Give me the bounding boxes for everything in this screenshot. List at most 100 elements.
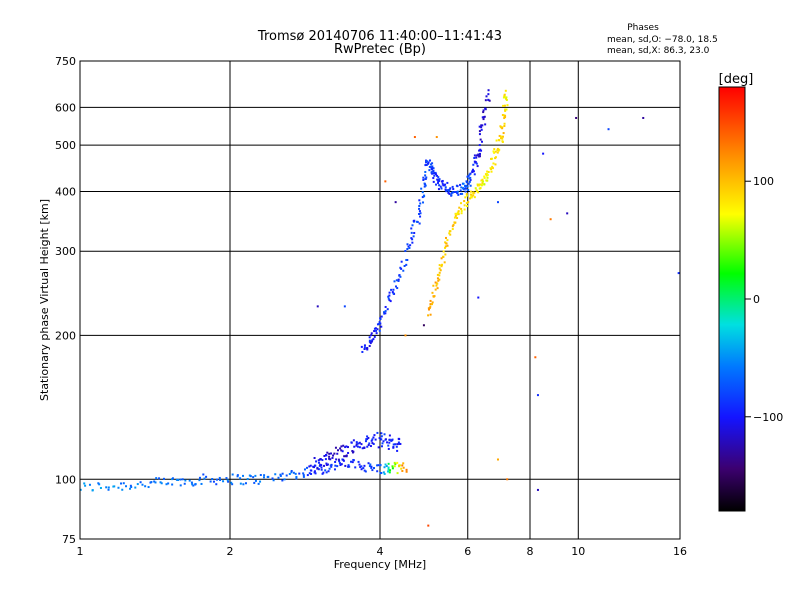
echo-point — [389, 300, 392, 303]
echo-point — [504, 109, 507, 112]
echo-point — [344, 446, 347, 449]
echo-point — [440, 265, 443, 268]
echo-point — [396, 461, 399, 464]
echo-point — [409, 244, 412, 247]
echo-point — [295, 475, 298, 478]
echo-point — [325, 471, 328, 474]
echo-point — [308, 465, 311, 468]
echo-point — [505, 97, 508, 100]
echo-point — [399, 442, 402, 445]
echo-point — [367, 462, 370, 465]
echo-point — [359, 466, 362, 469]
echo-point — [340, 449, 343, 452]
echo-point — [480, 149, 483, 152]
echo-point — [385, 465, 388, 468]
echo-point — [474, 161, 477, 164]
echo-point — [432, 180, 435, 183]
echo-point — [503, 122, 506, 125]
echo-point — [478, 130, 481, 133]
echo-point — [363, 344, 366, 347]
echo-point — [374, 438, 377, 441]
echo-point — [392, 446, 395, 449]
echo-point — [383, 466, 386, 469]
echo-point — [317, 459, 320, 462]
echo-point — [396, 287, 399, 290]
echo-point — [386, 308, 389, 311]
echo-point — [405, 470, 408, 473]
echo-point — [371, 442, 374, 445]
echo-point — [271, 477, 274, 480]
y-tick-label: 750 — [55, 55, 76, 68]
echo-point — [421, 196, 424, 199]
echo-point — [436, 277, 439, 280]
echo-point — [380, 325, 383, 328]
echo-point — [452, 223, 455, 226]
echo-point — [480, 140, 483, 143]
echo-point — [91, 489, 94, 492]
echo-point — [437, 176, 440, 179]
echo-point — [340, 463, 343, 466]
echo-point — [230, 481, 233, 484]
echo-point — [427, 161, 430, 164]
echo-point — [429, 313, 432, 316]
echo-point — [328, 457, 331, 460]
echo-point — [167, 482, 170, 485]
chart-title: Tromsø 20140706 11:40:00–11:41:43 — [257, 29, 502, 44]
echo-point — [387, 447, 390, 450]
echo-point — [457, 210, 460, 213]
echo-point — [262, 476, 265, 479]
echo-point — [418, 207, 421, 210]
annotation-o-stats: mean, sd,O: −78.0, 18.5 — [607, 35, 718, 45]
echo-point — [369, 342, 372, 345]
echo-point — [171, 477, 174, 480]
echo-point — [334, 464, 337, 467]
echo-point — [487, 89, 490, 92]
echo-point — [456, 212, 459, 215]
echo-point — [482, 111, 485, 114]
echo-point — [171, 483, 174, 486]
echo-point — [407, 245, 410, 248]
echo-point — [290, 469, 293, 472]
echo-point — [396, 449, 399, 452]
echo-point — [345, 445, 348, 448]
echo-point — [384, 438, 387, 441]
x-tick-label: 8 — [527, 545, 534, 558]
echo-point — [360, 345, 363, 348]
echo-point — [246, 478, 249, 481]
echo-point — [413, 219, 416, 222]
echo-point — [383, 433, 386, 436]
echo-point — [366, 348, 369, 351]
echo-point — [436, 178, 439, 181]
echo-point — [424, 170, 427, 173]
echo-point — [496, 149, 499, 152]
echo-point — [355, 443, 358, 446]
echo-point — [404, 249, 407, 252]
echo-point — [194, 483, 197, 486]
echo-point — [226, 479, 229, 482]
echo-point — [445, 190, 448, 193]
echo-point — [211, 478, 214, 481]
echo-point — [448, 230, 451, 233]
echo-point — [465, 192, 468, 195]
echo-point — [607, 128, 610, 131]
echo-point — [129, 487, 132, 490]
echo-point — [361, 350, 364, 353]
echo-point — [432, 177, 435, 180]
echo-point — [460, 212, 463, 215]
echo-point — [302, 474, 305, 477]
echo-point — [388, 471, 391, 474]
echo-point — [440, 257, 443, 260]
echo-point — [503, 94, 506, 97]
echo-point — [432, 284, 435, 287]
echo-point — [473, 160, 476, 163]
echo-point — [503, 104, 506, 107]
echo-point — [494, 150, 497, 153]
echo-point — [501, 127, 504, 130]
echo-point — [451, 225, 454, 228]
echo-point — [463, 208, 466, 211]
echo-point — [330, 452, 333, 455]
echo-point — [136, 483, 139, 486]
y-tick-label: 500 — [55, 139, 76, 152]
echo-point — [441, 179, 444, 182]
echo-point — [391, 291, 394, 294]
